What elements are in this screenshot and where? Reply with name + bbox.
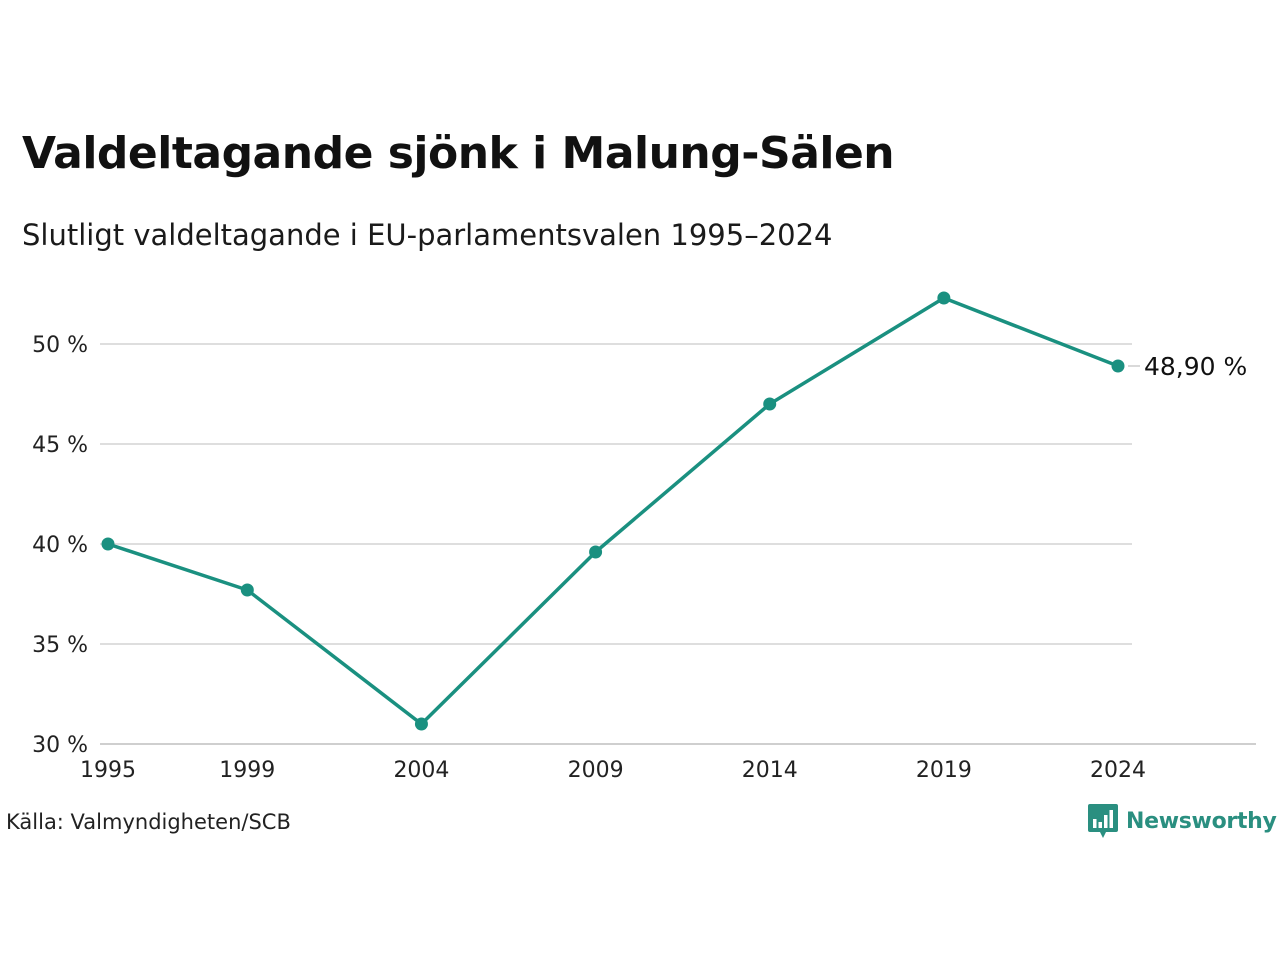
data-point [240,583,254,597]
brand-name: Newsworthy [1126,808,1277,834]
data-point [763,397,777,411]
data-point [937,291,951,305]
y-tick-label: 35 % [32,633,88,658]
source-note: Källa: Valmyndigheten/SCB [6,810,291,834]
data-point [414,717,428,731]
bar-chart-speech-bubble-icon [1088,804,1118,838]
series-line [106,296,1120,726]
y-tick-label: 45 % [32,433,88,458]
chart-title: Valdeltagande sjönk i Malung-Sälen [22,128,895,179]
data-point [589,545,603,559]
x-tick-label: 2024 [1090,758,1146,783]
x-tick-label: 2009 [568,758,624,783]
x-tick-label: 2004 [393,758,449,783]
newsworthy-logo: Newsworthy [1088,804,1277,838]
x-tick-label: 1999 [219,758,275,783]
end-value-label: 48,90 % [1144,352,1247,381]
x-tick-label: 1995 [80,758,136,783]
y-tick-label: 50 % [32,333,88,358]
x-axis-ticks: 1995 1999 2004 2009 2014 2019 2024 [80,758,1146,783]
y-tick-label: 30 % [32,733,88,758]
y-axis-ticks: 30 % 35 % 40 % 45 % 50 % [32,333,88,758]
annotations: 48,90 % [1128,352,1247,381]
y-tick-label: 40 % [32,533,88,558]
gridlines [100,343,1132,645]
series [101,291,1125,731]
x-tick-label: 2019 [916,758,972,783]
x-tick-label: 2014 [742,758,798,783]
data-point [1111,359,1125,373]
data-point [101,537,115,551]
chart-subtitle: Slutligt valdeltagande i EU-parlamentsva… [22,218,833,252]
